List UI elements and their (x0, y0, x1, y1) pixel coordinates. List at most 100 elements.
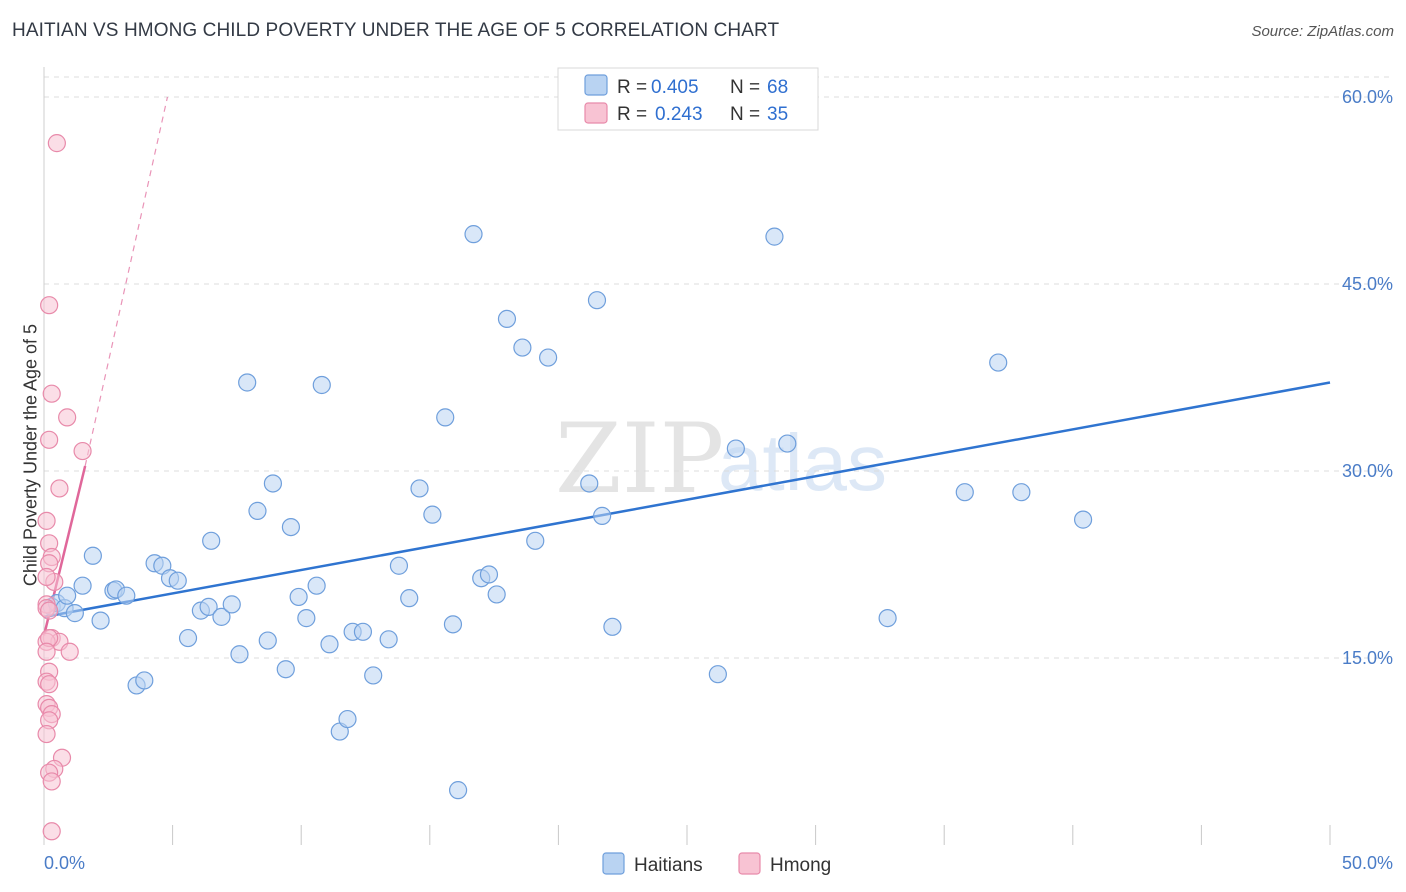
haitian-point-19 (199, 597, 218, 616)
x-axis-ticks (172, 825, 1331, 845)
watermark-atlas: atlas (718, 418, 887, 507)
haitian-point-48 (464, 225, 483, 244)
trend-line-hmong-extended (84, 96, 169, 467)
hmong-points (37, 134, 92, 841)
haitian-point-45 (436, 408, 455, 427)
haitian-point-62 (765, 227, 784, 246)
bottom-legend-label-hmong: Hmong (770, 855, 831, 876)
watermark: ZIP atlas (555, 403, 887, 515)
hmong-point-33 (42, 772, 61, 791)
haitian-point-26 (258, 631, 277, 650)
haitian-point-36 (338, 709, 357, 729)
haitian-point-53 (513, 338, 532, 357)
haitian-point-31 (297, 609, 316, 628)
hmong-point-6 (50, 479, 69, 498)
haitian-point-16 (168, 571, 187, 590)
haitian-point-46 (443, 615, 463, 634)
hmong-point-4 (40, 430, 59, 449)
hmong-point-29 (37, 724, 56, 744)
haitian-point-12 (135, 671, 154, 690)
haitian-point-59 (603, 617, 622, 636)
hmong-point-24 (40, 675, 59, 694)
haitian-point-55 (539, 348, 558, 367)
haitian-point-60 (708, 665, 727, 684)
legend-n-label-hmong: N = (730, 104, 760, 125)
legend-n-value-hmong: 35 (767, 104, 788, 125)
bottom-legend: Haitians Hmong (602, 852, 831, 876)
haitian-point-10 (117, 586, 136, 605)
hmong-point-15 (40, 601, 59, 620)
hmong-point-2 (42, 384, 61, 403)
haitian-point-50 (479, 565, 499, 584)
y-tick-label-30: 30.0% (1342, 461, 1393, 481)
haitian-point-41 (389, 556, 409, 575)
haitian-point-57 (587, 291, 607, 310)
y-tick-labels: 15.0% 30.0% 45.0% 60.0% (1342, 87, 1393, 668)
gridlines (44, 76, 1393, 659)
y-tick-label-60: 60.0% (1342, 87, 1393, 107)
haitian-point-52 (497, 309, 517, 329)
bottom-legend-swatch-hmong (738, 852, 761, 875)
top-legend: R = 0.405 N = 68 R = 0.243 N = 35 (557, 67, 819, 131)
haitian-point-38 (353, 622, 373, 641)
haitian-point-54 (526, 531, 545, 550)
haitian-point-67 (1012, 483, 1031, 502)
haitian-point-56 (580, 474, 599, 493)
haitian-point-5 (73, 576, 92, 595)
hmong-point-12 (37, 567, 56, 587)
legend-swatch-haitians (584, 74, 608, 96)
haitian-point-27 (263, 474, 283, 493)
haitian-point-58 (593, 506, 612, 525)
x-tick-label-max: 50.0% (1342, 853, 1393, 873)
hmong-point-3 (58, 408, 77, 427)
haitian-point-4 (65, 604, 84, 623)
chart-title: HAITIAN VS HMONG CHILD POVERTY UNDER THE… (12, 20, 780, 41)
legend-r-value-haitians: 0.405 (651, 77, 699, 98)
haitian-point-3 (58, 586, 77, 605)
haitian-point-40 (379, 630, 398, 649)
legend-n-label-haitians: N = (730, 77, 760, 98)
hmong-point-34 (42, 822, 61, 841)
hmong-point-0 (47, 134, 66, 153)
legend-n-value-haitians: 68 (767, 77, 788, 98)
bottom-legend-swatch-haitians (602, 852, 625, 875)
hmong-point-5 (73, 441, 92, 461)
haitian-point-65 (955, 483, 974, 502)
haitian-point-29 (281, 517, 301, 537)
bottom-legend-label-haitians: Haitians (634, 855, 703, 876)
haitian-point-61 (726, 439, 745, 458)
x-tick-label-min: 0.0% (44, 853, 85, 873)
trend-line-haitians (43, 381, 1331, 619)
haitian-point-28 (276, 660, 295, 679)
legend-r-label-haitians: R = (617, 77, 647, 98)
haitian-point-22 (222, 595, 241, 614)
watermark-zip: ZIP (555, 403, 724, 515)
haitian-point-43 (410, 479, 429, 498)
haitian-point-21 (212, 607, 231, 626)
haitian-point-24 (238, 373, 257, 392)
legend-r-value-hmong: 0.243 (655, 104, 703, 125)
haitian-point-23 (230, 645, 249, 664)
trend-lines (42, 96, 1331, 636)
haitian-point-66 (989, 353, 1008, 372)
haitian-points (42, 225, 1093, 800)
hmong-point-1 (40, 296, 59, 315)
haitian-point-64 (878, 609, 897, 628)
haitian-point-33 (312, 375, 331, 395)
haitian-point-39 (364, 666, 383, 685)
hmong-point-20 (60, 642, 79, 661)
haitian-point-25 (248, 501, 267, 520)
y-tick-label-15: 15.0% (1342, 648, 1393, 668)
hmong-point-7 (37, 511, 56, 530)
haitian-point-68 (1073, 510, 1093, 529)
haitian-point-47 (448, 781, 468, 800)
hmong-point-21 (37, 642, 56, 661)
haitian-point-17 (178, 628, 198, 648)
haitian-point-42 (400, 589, 419, 608)
legend-swatch-hmong (584, 102, 608, 124)
haitian-point-32 (307, 576, 326, 595)
legend-r-label-hmong: R = (617, 104, 647, 125)
haitian-point-20 (202, 531, 221, 550)
source-label: Source: ZipAtlas.com (1251, 23, 1394, 40)
